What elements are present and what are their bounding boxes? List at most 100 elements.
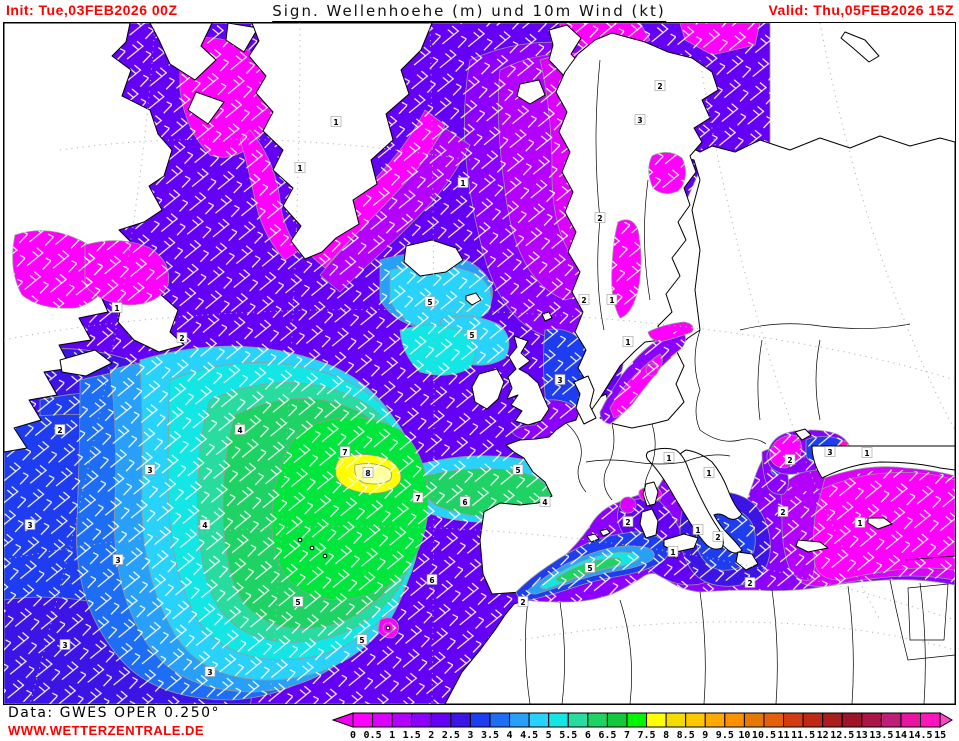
svg-text:1: 1 (670, 548, 675, 557)
svg-text:10: 10 (738, 730, 750, 741)
svg-text:2: 2 (747, 579, 752, 588)
svg-text:3: 3 (115, 556, 120, 565)
coast-novaya-zemlya (840, 31, 880, 63)
svg-text:13.5: 13.5 (869, 730, 893, 741)
coast-sardinia (639, 508, 659, 539)
svg-text:1: 1 (625, 338, 630, 347)
svg-text:8: 8 (663, 730, 669, 741)
coast-crete (795, 539, 829, 553)
coast-denmark (573, 375, 597, 425)
svg-text:0.5: 0.5 (364, 730, 382, 741)
svg-text:5: 5 (515, 466, 520, 475)
svg-text:1: 1 (114, 304, 119, 313)
svg-text:7: 7 (342, 448, 347, 457)
coast-baffin-island (149, 23, 217, 81)
svg-text:3: 3 (467, 730, 473, 741)
svg-text:4: 4 (507, 730, 513, 741)
svg-text:3: 3 (147, 466, 152, 475)
svg-text:1: 1 (706, 469, 711, 478)
svg-text:9: 9 (702, 730, 708, 741)
svg-text:3: 3 (637, 116, 642, 125)
svg-text:3: 3 (27, 521, 32, 530)
svg-text:14: 14 (895, 730, 907, 741)
svg-text:5: 5 (295, 598, 300, 607)
svg-text:4.5: 4.5 (520, 730, 538, 741)
svg-text:2: 2 (787, 456, 792, 465)
website-label: WWW.WETTERZENTRALE.DE (8, 723, 205, 738)
svg-text:2: 2 (780, 508, 785, 517)
svg-text:3: 3 (207, 668, 212, 677)
svg-text:3: 3 (557, 376, 562, 385)
svg-text:2: 2 (597, 214, 602, 223)
svg-text:2: 2 (520, 598, 525, 607)
svg-text:1: 1 (297, 164, 302, 173)
coast-faroe (465, 292, 482, 306)
svg-text:7.5: 7.5 (638, 730, 656, 741)
svg-text:1: 1 (864, 449, 869, 458)
coast-nova-scotia (59, 349, 113, 377)
svg-text:1.5: 1.5 (403, 730, 421, 741)
svg-text:3.5: 3.5 (481, 730, 499, 741)
svg-text:8.5: 8.5 (677, 730, 695, 741)
graticule (4, 23, 955, 704)
svg-text:15: 15 (934, 730, 946, 741)
svg-text:1: 1 (695, 526, 700, 535)
contour-labels: 1 1 1 1 2 2 3 3 3 3 3 4 4 5 5 6 6 7 8 7 5 5 5 4 3 2 2 3 2 1 1 2 1 2 1 1 2 1 1 2… (24, 80, 873, 677)
svg-text:5: 5 (469, 331, 474, 340)
svg-text:1: 1 (857, 519, 862, 528)
coast-cyprus (867, 517, 893, 530)
svg-text:6: 6 (585, 730, 591, 741)
svg-text:2: 2 (179, 334, 184, 343)
coast-peloponnese (735, 551, 759, 571)
svg-text:11.5: 11.5 (791, 730, 815, 741)
init-time-label: Init: Tue,03FEB2026 00Z (6, 2, 178, 18)
svg-text:5: 5 (359, 636, 364, 645)
svg-text:3: 3 (62, 641, 67, 650)
coast-corsica (642, 481, 659, 507)
svg-text:6.5: 6.5 (598, 730, 616, 741)
svg-text:2: 2 (581, 296, 586, 305)
coast-newfoundland (117, 293, 185, 353)
svg-text:3: 3 (827, 448, 832, 457)
svg-text:0: 0 (350, 730, 356, 741)
svg-text:13: 13 (856, 730, 868, 741)
svg-text:7: 7 (415, 494, 420, 503)
svg-text:4: 4 (542, 498, 547, 507)
svg-text:1: 1 (460, 179, 465, 188)
svg-text:2.5: 2.5 (442, 730, 460, 741)
svg-text:2: 2 (57, 426, 62, 435)
chart-title: Sign. Wellenhoehe (m) und 10m Wind (kt) (272, 2, 666, 22)
svg-text:5: 5 (427, 298, 432, 307)
svg-text:1: 1 (389, 730, 395, 741)
coast-anatolia (811, 445, 955, 479)
coast-iceland (403, 239, 464, 277)
svg-text:2: 2 (657, 82, 662, 91)
svg-text:9.5: 9.5 (716, 730, 734, 741)
coast-greenland (248, 23, 433, 260)
valid-time-label: Valid: Thu,05FEB2026 15Z (768, 2, 954, 18)
svg-text:1: 1 (666, 454, 671, 463)
svg-text:5: 5 (546, 730, 552, 741)
map-frame (3, 22, 956, 705)
svg-text:8: 8 (365, 469, 370, 478)
svg-text:2: 2 (715, 533, 720, 542)
country-borders (525, 59, 955, 704)
svg-text:12.5: 12.5 (830, 730, 854, 741)
coast-great-britain (506, 335, 550, 426)
svg-text:12: 12 (817, 730, 829, 741)
svg-text:2: 2 (428, 730, 434, 741)
svg-text:5: 5 (587, 564, 592, 573)
svg-text:7: 7 (624, 730, 630, 741)
svg-text:14.5: 14.5 (908, 730, 932, 741)
svg-text:5.5: 5.5 (559, 730, 577, 741)
data-source-label: Data: GWES OPER 0.250° (8, 705, 221, 721)
svg-text:4: 4 (237, 426, 242, 435)
svg-text:11: 11 (778, 730, 790, 741)
legend-colorbar: 0 0.5 1 1.5 2 2.5 3 3.5 4 4.5 5 5.5 6 6.5 7 7.5 8 8.5 9 9.5… (331, 712, 953, 741)
svg-text:6: 6 (429, 576, 434, 585)
coast-ireland (471, 368, 505, 410)
coast-crimea (794, 428, 812, 441)
svg-text:10.5: 10.5 (752, 730, 776, 741)
